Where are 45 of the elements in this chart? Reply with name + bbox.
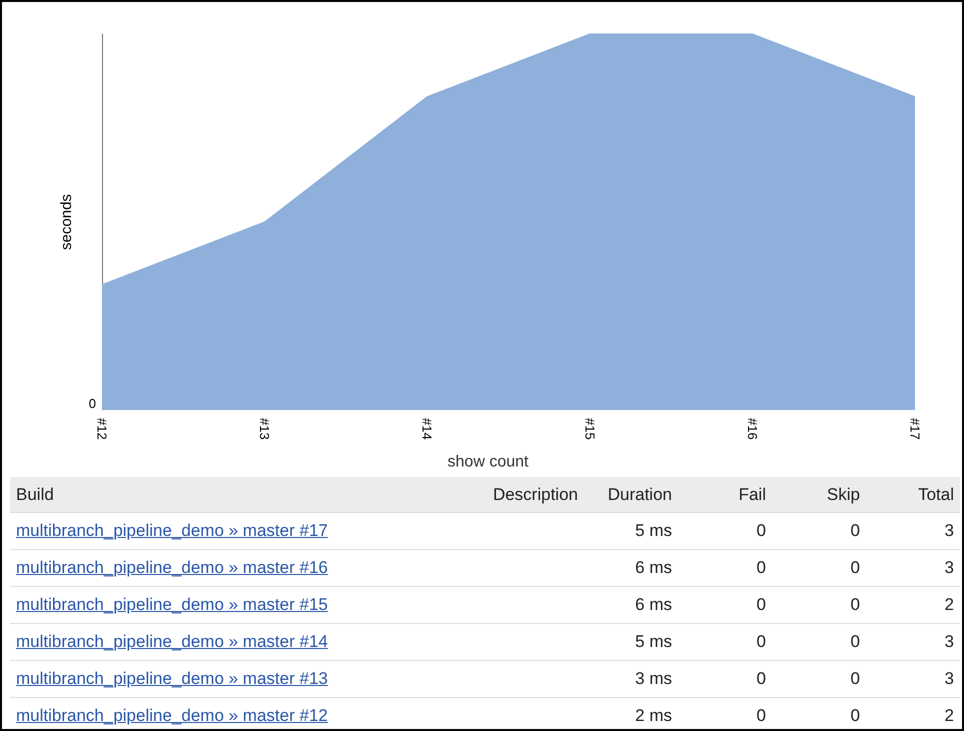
data-label: 3 bbox=[866, 512, 960, 550]
text: show count bbox=[448, 454, 530, 470]
data-label: 0 bbox=[678, 660, 772, 698]
data-label: 0 bbox=[678, 698, 772, 731]
data-label: 2 bbox=[866, 586, 960, 624]
category-label: multibranch_pipeline_demo » master #17 bbox=[16, 521, 328, 540]
data-label: 3 bbox=[866, 550, 960, 586]
x-tick-label: #14 bbox=[420, 418, 435, 440]
data-label: 3 bbox=[866, 624, 960, 660]
data-label: 0 bbox=[772, 512, 866, 550]
data-label: 0 bbox=[772, 698, 866, 731]
category-label: multibranch_pipeline_demo » master #12 bbox=[16, 706, 328, 725]
data-label: 6 ms bbox=[584, 550, 678, 586]
data-label: 5 ms bbox=[584, 624, 678, 660]
x-tick-label: #12 bbox=[94, 418, 110, 440]
x-tick-label: #13 bbox=[257, 418, 272, 440]
data-label: 0 bbox=[772, 550, 866, 586]
data-label: 2 ms bbox=[584, 698, 678, 731]
data-label: 6 ms bbox=[584, 586, 678, 624]
category-label: multibranch_pipeline_demo » master #13 bbox=[16, 669, 328, 688]
data-label: 0 bbox=[772, 586, 866, 624]
x-tick-label: #15 bbox=[582, 418, 598, 440]
data-label: 0 bbox=[678, 512, 772, 550]
annotation: 0 bbox=[88, 396, 96, 411]
data-label: 0 bbox=[678, 624, 772, 660]
category-label: multibranch_pipeline_demo » master #16 bbox=[16, 558, 328, 577]
data-label: 0 bbox=[678, 586, 772, 624]
text: Description bbox=[472, 477, 584, 512]
text: Build bbox=[10, 477, 472, 512]
text: Skip bbox=[772, 477, 866, 512]
x-tick-label: #17 bbox=[908, 418, 922, 440]
data-label: 0 bbox=[678, 550, 772, 586]
x-tick-label: #16 bbox=[744, 418, 760, 440]
text: Total bbox=[866, 477, 960, 512]
data-label: 3 ms bbox=[584, 660, 678, 698]
data-label: 5 ms bbox=[584, 512, 678, 550]
data-label: 3 bbox=[866, 660, 960, 698]
data-label: 0 bbox=[772, 660, 866, 698]
text: Duration bbox=[584, 477, 678, 512]
category-label: multibranch_pipeline_demo » master #15 bbox=[16, 595, 328, 614]
data-label: 2 bbox=[866, 698, 960, 731]
y-axis-title: seconds bbox=[58, 194, 75, 250]
data-label: 0 bbox=[772, 624, 866, 660]
category-label: multibranch_pipeline_demo » master #14 bbox=[16, 632, 328, 651]
text: Fail bbox=[678, 477, 772, 512]
